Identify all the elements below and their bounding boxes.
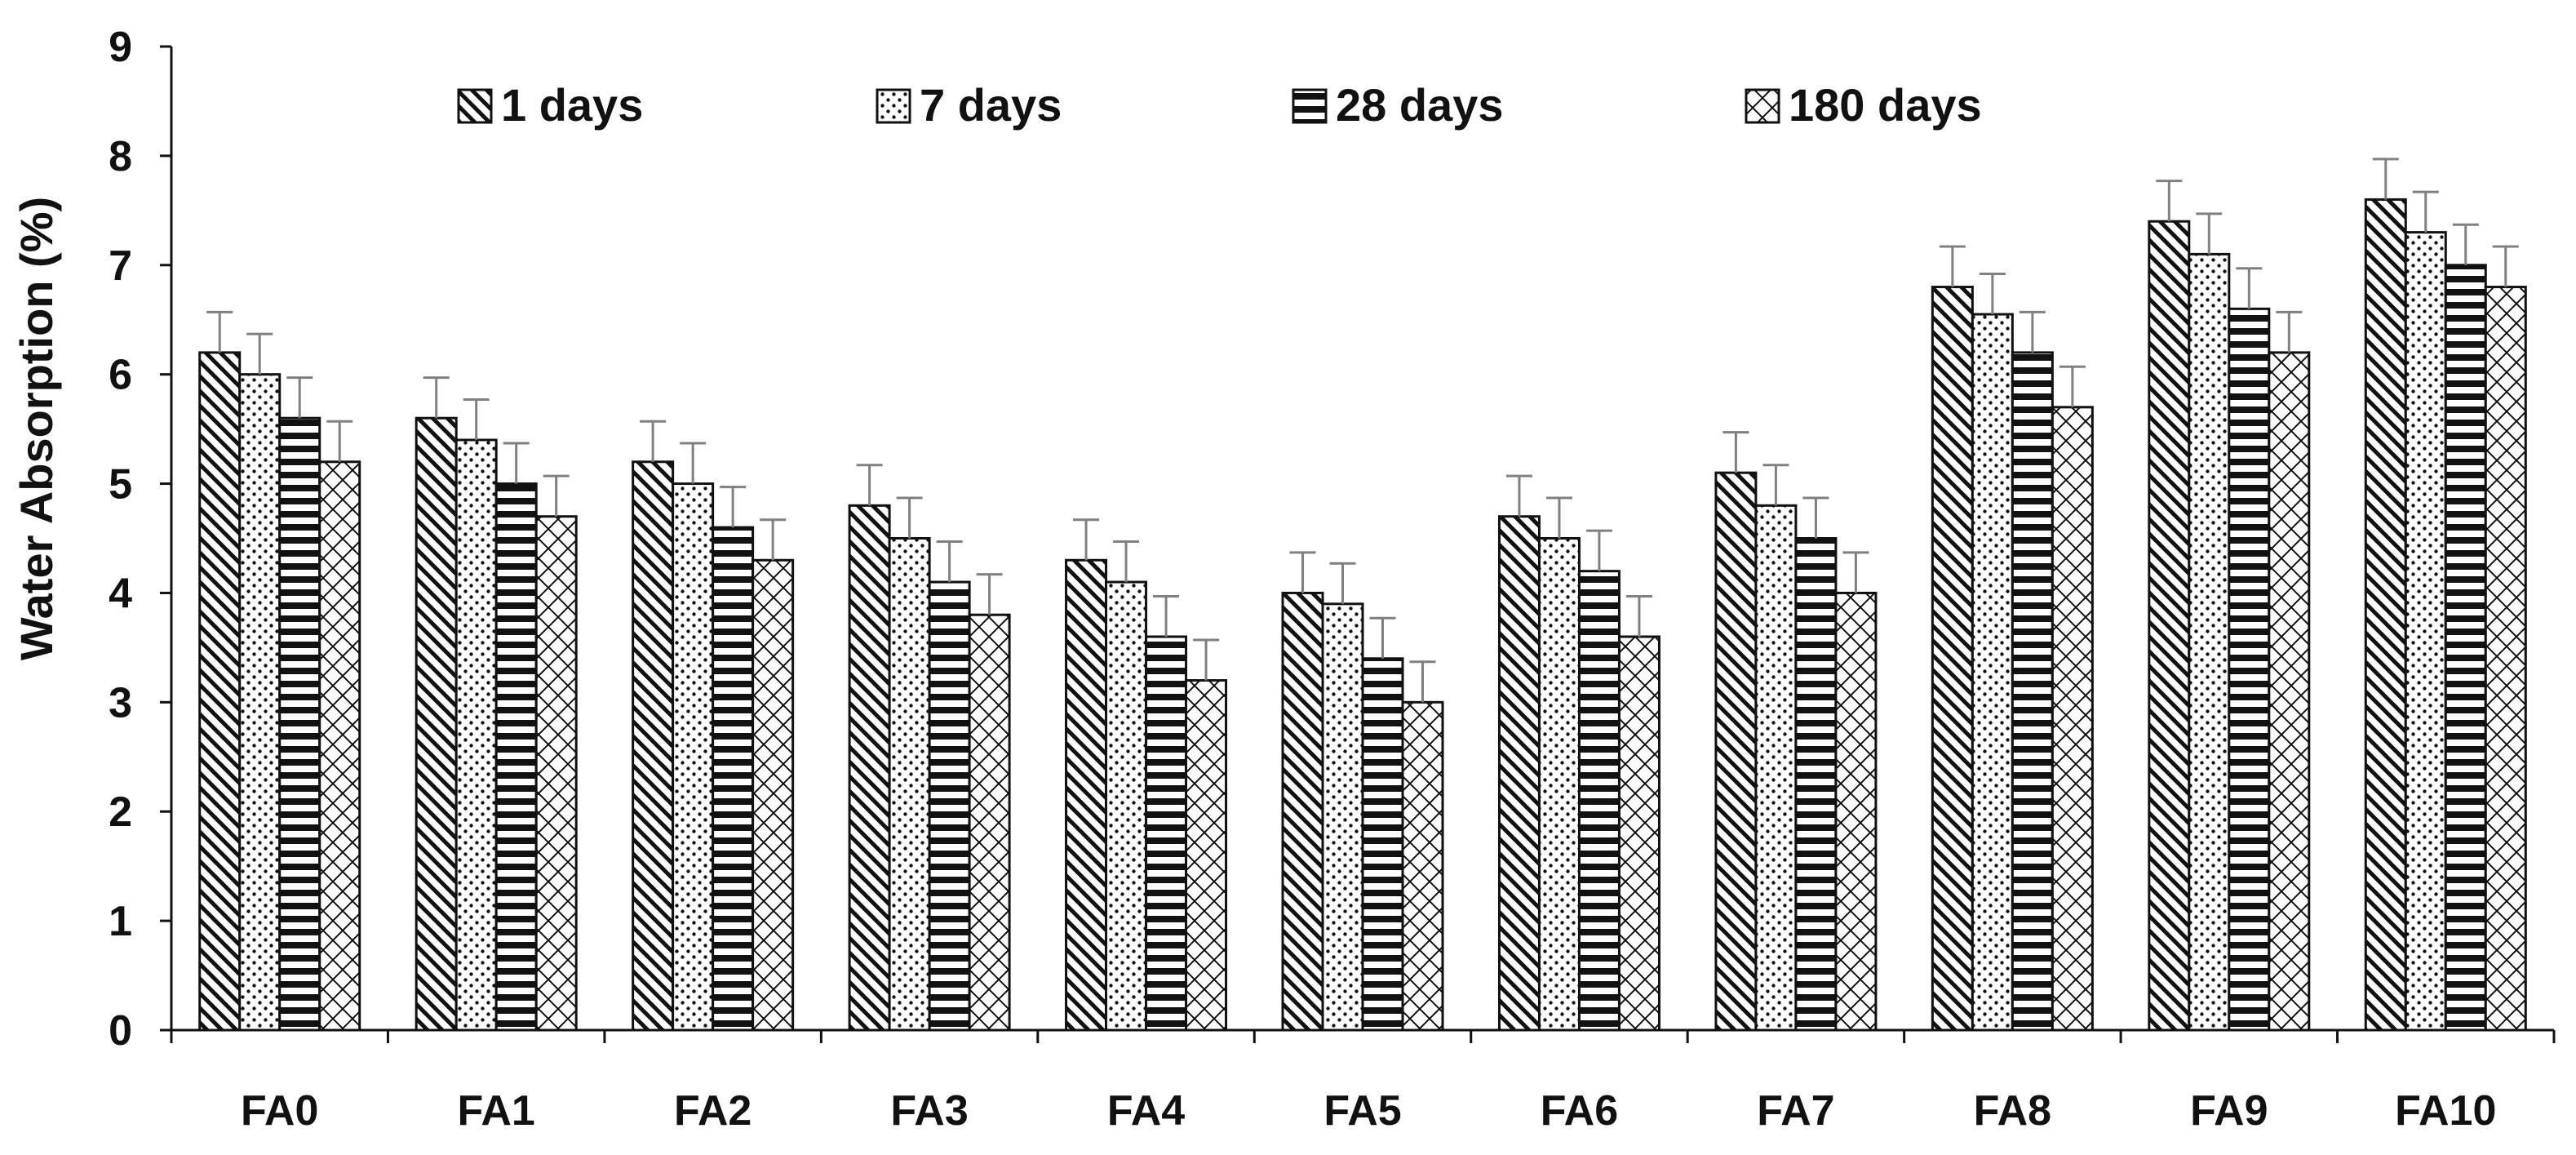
bar-fa5-1-days: [1281, 591, 1324, 1032]
y-tick-label: 5: [109, 461, 132, 509]
bar-fa4-7-days: [1105, 580, 1148, 1032]
legend-label-7-days: 7 days: [920, 79, 1062, 131]
bar-fa10-28-days: [2444, 264, 2487, 1032]
x-tick-label-fa7: FA7: [1757, 1087, 1834, 1135]
bar-fa4-180-days: [1185, 679, 1228, 1032]
bar-fa9-180-days: [2268, 351, 2311, 1032]
legend-swatch-7-days: [876, 88, 911, 124]
bar-fa7-1-days: [1714, 471, 1758, 1032]
bar-fa3-1-days: [848, 504, 891, 1032]
x-tick-label-fa8: FA8: [1974, 1087, 2051, 1135]
x-tick-label-fa3: FA3: [890, 1087, 968, 1135]
x-tick-label-fa10: FA10: [2395, 1087, 2496, 1135]
bar-fa7-28-days: [1794, 537, 1838, 1032]
y-tick-label: 2: [109, 789, 132, 836]
bar-fa4-1-days: [1065, 558, 1108, 1032]
bar-fa6-28-days: [1577, 570, 1621, 1032]
bar-fa0-1-days: [198, 351, 242, 1032]
legend-label-28-days: 28 days: [1336, 79, 1504, 131]
y-axis: 0 1 2 3 4 5 6 7 8 9: [109, 24, 173, 1055]
bar-fa3-28-days: [928, 580, 971, 1032]
bar-fa1-7-days: [454, 438, 498, 1032]
bar-fa8-1-days: [1931, 286, 1974, 1032]
error-bars: [206, 158, 2519, 703]
bar-fa1-180-days: [534, 515, 578, 1032]
y-tick-label: 3: [109, 679, 132, 726]
bar-fa8-180-days: [2051, 406, 2094, 1032]
bar-fa10-180-days: [2484, 286, 2527, 1032]
y-axis-title: Water Absorption (%): [11, 197, 62, 660]
bar-fa8-28-days: [2011, 351, 2054, 1032]
bar-fa6-180-days: [1617, 635, 1660, 1032]
bar-fa10-7-days: [2404, 231, 2447, 1032]
y-axis-title-group: Water Absorption (%): [11, 197, 62, 660]
bar-fa9-28-days: [2228, 307, 2271, 1032]
bar-fa9-7-days: [2188, 252, 2231, 1032]
bar-fa5-7-days: [1321, 602, 1364, 1032]
bar-fa3-7-days: [888, 537, 931, 1032]
bar-fa2-1-days: [632, 460, 675, 1032]
legend-label-180-days: 180 days: [1789, 79, 1982, 131]
x-tick-label-fa0: FA0: [241, 1087, 318, 1135]
bar-fa9-1-days: [2148, 220, 2191, 1032]
bars: [198, 198, 2527, 1032]
x-tick-label-fa5: FA5: [1323, 1087, 1401, 1135]
y-tick-label: 1: [109, 898, 132, 945]
bar-fa7-180-days: [1834, 591, 1878, 1032]
x-tick-label-fa9: FA9: [2190, 1087, 2268, 1135]
legend: 1 days 7 days 28 days 180 days: [457, 79, 1982, 131]
legend-label-1-days: 1 days: [501, 79, 643, 131]
bar-fa1-28-days: [494, 482, 538, 1032]
bar-fa5-28-days: [1361, 657, 1404, 1032]
x-tick-label-fa1: FA1: [457, 1087, 534, 1135]
bar-fa6-1-days: [1497, 515, 1541, 1032]
x-axis: FA0 FA1 FA2 FA3 FA4 FA5 FA6 FA7 FA8 FA9 FA10: [170, 1028, 2556, 1135]
bar-fa7-7-days: [1754, 504, 1798, 1032]
bar-fa10-1-days: [2364, 198, 2407, 1032]
y-tick-label: 7: [109, 242, 132, 290]
bar-fa0-7-days: [238, 373, 282, 1032]
x-tick-label-fa6: FA6: [1541, 1087, 1618, 1135]
legend-swatch-28-days: [1292, 88, 1328, 124]
bar-fa0-180-days: [318, 460, 361, 1032]
bar-fa8-7-days: [1971, 313, 2014, 1032]
bar-fa4-28-days: [1145, 635, 1188, 1032]
bar-fa0-28-days: [278, 416, 321, 1032]
bar-fa3-180-days: [968, 613, 1011, 1032]
y-tick-label: 6: [109, 352, 132, 399]
legend-swatch-1-days: [457, 88, 493, 124]
x-tick-label-fa4: FA4: [1107, 1087, 1185, 1135]
y-tick-label: 0: [109, 1007, 132, 1055]
bar-fa6-7-days: [1537, 537, 1581, 1032]
y-tick-label: 9: [109, 24, 132, 71]
y-tick-label: 8: [109, 133, 132, 180]
bar-fa5-180-days: [1401, 700, 1444, 1032]
bar-fa2-7-days: [672, 482, 715, 1032]
y-tick-label: 4: [109, 570, 132, 617]
bar-fa2-180-days: [752, 558, 795, 1032]
legend-swatch-180-days: [1745, 88, 1780, 124]
x-tick-label-fa2: FA2: [674, 1087, 752, 1135]
bar-fa1-1-days: [415, 416, 458, 1032]
bar-fa2-28-days: [712, 526, 755, 1032]
